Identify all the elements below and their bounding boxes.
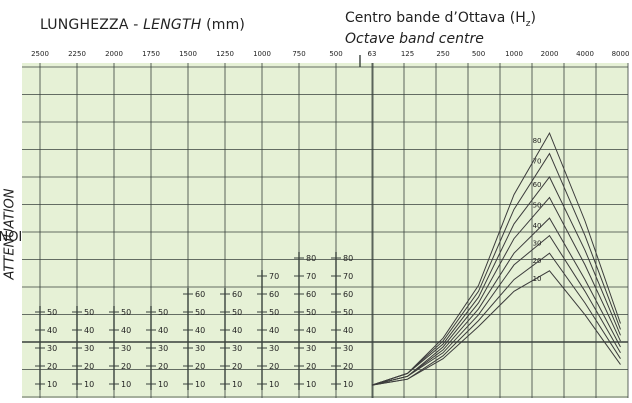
curve-label: 20: [533, 257, 542, 265]
length-tick-labels: 2500 2250 2000 1750 1500 1250 1000 750 500: [31, 50, 343, 58]
scale-tick-label: 10: [47, 380, 57, 389]
scale-tick-label: 30: [195, 344, 205, 353]
scale-tick-label: 50: [306, 308, 316, 317]
scale-tick-label: 40: [47, 326, 57, 335]
length-title-en: LENGTH: [143, 17, 202, 33]
scale-tick-label: 20: [343, 362, 353, 371]
scale-tick-label: 40: [269, 326, 279, 335]
scale-tick-label: 40: [343, 326, 353, 335]
scale-tick-label: 30: [158, 344, 168, 353]
octave-axis-subtitle: Octave band centre: [345, 31, 484, 47]
scale-tick-label: 50: [121, 308, 131, 317]
scale-tick-label: 20: [121, 362, 131, 371]
curve-label: 10: [533, 275, 542, 283]
scale-tick-label: 30: [121, 344, 131, 353]
curve-label: 50: [533, 202, 542, 210]
scale-tick-label: 60: [232, 290, 242, 299]
frequency-tick-label: 4000: [576, 50, 594, 58]
curve-label: 70: [533, 158, 542, 166]
attenuation-curve: [371, 196, 621, 386]
scale-tick-label: 60: [195, 290, 205, 299]
scale-tick-label: 30: [232, 344, 242, 353]
length-tick-label: 500: [329, 50, 342, 58]
scale-tick-label: 10: [121, 380, 131, 389]
scale-tick-label: 40: [195, 326, 205, 335]
frequency-tick-labels: 63 125 250 500 1000 2000 4000 8000: [368, 50, 630, 58]
length-tick-label: 1250: [216, 50, 234, 58]
nomogram-scales: 10 20 30 40 50 10 20 30 40 50 10 20 30 40 50 10 20 30 40 50…: [35, 252, 353, 390]
scale-tick-label: 70: [306, 272, 316, 281]
octave-title-it-pre: Centro bande d’Ottava (H: [345, 10, 526, 26]
attenuation-curve: [371, 131, 621, 386]
scale-tick-label: 40: [232, 326, 242, 335]
scale-tick-label: 10: [343, 380, 353, 389]
frequency-tick-label: 1000: [505, 50, 523, 58]
length-tick-label: 1500: [179, 50, 197, 58]
curve-label: 60: [533, 181, 542, 189]
scale-tick-label: 10: [195, 380, 205, 389]
scale-tick-label: 40: [84, 326, 94, 335]
length-tick-label: 750: [292, 50, 305, 58]
scale-tick-label: 10: [306, 380, 316, 389]
scale-tick-label: 80: [306, 254, 316, 263]
curve-label: 30: [533, 240, 542, 248]
frequency-tick-label: 250: [436, 50, 449, 58]
scale-tick-label: 70: [343, 272, 353, 281]
scale-tick-label: 50: [343, 308, 353, 317]
octave-title-sub: z: [525, 18, 531, 29]
scale-tick-label: 20: [306, 362, 316, 371]
octave-title-it-post: ): [530, 10, 536, 26]
scale-tick-label: 10: [269, 380, 279, 389]
scale-tick-label: 40: [158, 326, 168, 335]
scale-tick-label: 80: [343, 254, 353, 263]
scale-tick-label: 10: [158, 380, 168, 389]
frequency-tick-label: 2000: [541, 50, 559, 58]
frequency-tick-label: 8000: [612, 50, 630, 58]
curve-label: 40: [533, 222, 542, 230]
scale-tick-label: 70: [269, 272, 279, 281]
scale-tick-label: 30: [269, 344, 279, 353]
length-tick-label: 1750: [142, 50, 160, 58]
octave-axis-title: Centro bande d’Ottava (Hz): [345, 10, 536, 29]
scale-tick-label: 20: [47, 362, 57, 371]
frequency-tick-label: 125: [401, 50, 414, 58]
frequency-tick-label: 63: [368, 50, 377, 58]
scale-tick-label: 10: [84, 380, 94, 389]
scale-tick-label: 20: [158, 362, 168, 371]
scale-tick-label: 30: [84, 344, 94, 353]
scale-tick-label: 30: [343, 344, 353, 353]
length-tick-label: 2000: [105, 50, 123, 58]
scale-tick-label: 60: [269, 290, 279, 299]
length-title-sep: -: [128, 17, 144, 33]
length-tick-label: 2500: [31, 50, 49, 58]
scale-tick-label: 60: [343, 290, 353, 299]
scale-tick-label: 30: [47, 344, 57, 353]
scale-tick-label: 50: [158, 308, 168, 317]
scale-tick-label: 30: [306, 344, 316, 353]
scale-tick-label: 50: [232, 308, 242, 317]
scale-tick-label: 50: [84, 308, 94, 317]
scale-tick-label: 10: [232, 380, 242, 389]
scale-tick-label: 20: [195, 362, 205, 371]
scale-tick-label: 20: [84, 362, 94, 371]
scale-tick-label: 50: [269, 308, 279, 317]
scale-tick-label: 60: [306, 290, 316, 299]
scale-tick-label: 50: [47, 308, 57, 317]
length-tick-label: 1000: [253, 50, 271, 58]
scale-tick-label: 20: [269, 362, 279, 371]
attenuation-curves: 10 20 30 40 50 60 70 80: [371, 131, 621, 386]
grid: [22, 55, 629, 398]
scale-tick-label: 40: [121, 326, 131, 335]
attenuation-curve: [371, 252, 621, 386]
length-title-it: LUNGHEZZA: [40, 17, 129, 33]
scale-tick-label: 50: [195, 308, 205, 317]
scale-tick-label: 40: [306, 326, 316, 335]
scale-tick-label: 20: [232, 362, 242, 371]
curve-label: 80: [533, 137, 542, 145]
length-tick-label: 2250: [68, 50, 86, 58]
frequency-tick-label: 500: [472, 50, 485, 58]
length-axis-title: LUNGHEZZA - LENGTH (mm): [40, 17, 245, 33]
length-title-unit: (mm): [201, 17, 246, 33]
